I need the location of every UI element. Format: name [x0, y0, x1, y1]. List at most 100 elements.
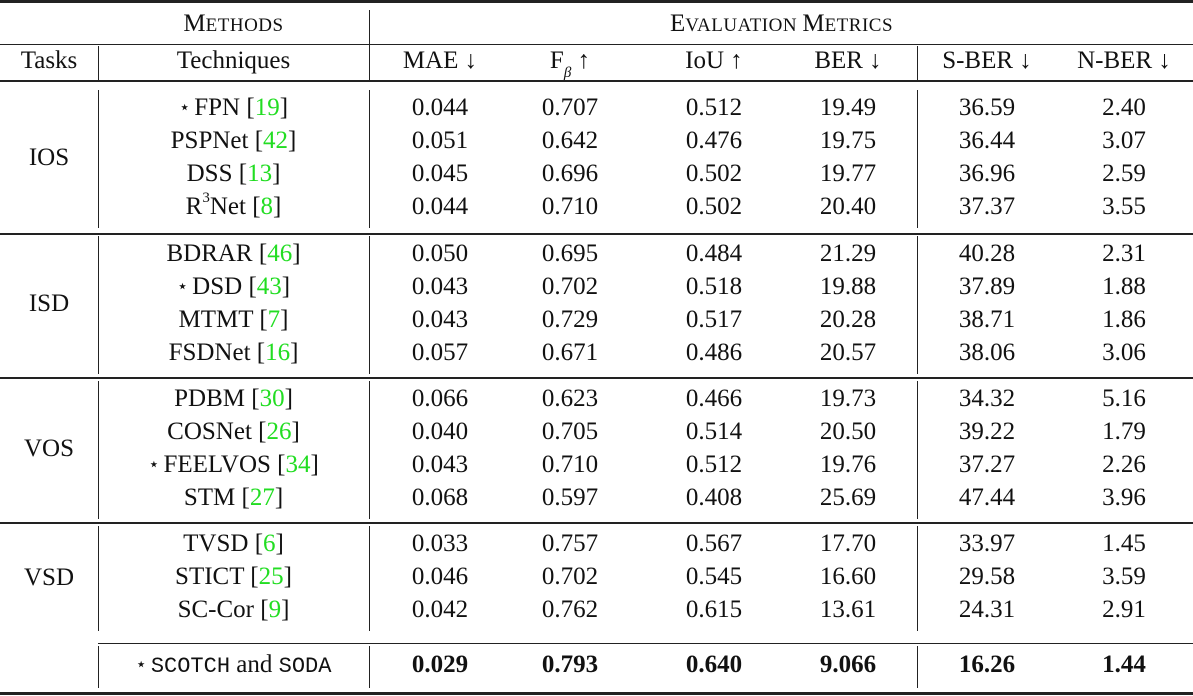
citation-link[interactable]: 7 [267, 306, 281, 333]
metric-ber: 13.61 [819, 596, 877, 623]
fbeta-arrow: ↑ [571, 47, 591, 74]
metric-mae: 0.051 [411, 127, 469, 154]
citation-link[interactable]: 26 [266, 418, 292, 445]
method-name: TVSD [183, 530, 249, 557]
citation-link[interactable]: 6 [263, 530, 276, 557]
metric-fbeta: 0.623 [541, 385, 599, 412]
metric-fbeta: 0.702 [541, 273, 599, 300]
open-bracket: [ [248, 530, 264, 557]
metric-ber: 19.73 [819, 385, 877, 412]
metric-mae: 0.050 [411, 240, 469, 267]
tasks-techniques-divider [98, 236, 100, 374]
tasks-techniques-divider-header [98, 46, 100, 80]
metrics-initial-e: E [669, 10, 686, 37]
citation-link[interactable]: 30 [259, 385, 285, 412]
metric-nber: 3.96 [1102, 484, 1146, 511]
tasks-techniques-divider [98, 526, 100, 631]
vsd-ours-separator [98, 643, 1193, 645]
col-header-iou: IoU ↑ [685, 47, 743, 74]
technique-name: R3Net [8] [98, 189, 369, 223]
metric-mae: 0.068 [411, 484, 469, 511]
citation-link[interactable]: 27 [249, 484, 275, 511]
close-bracket: ] [281, 273, 291, 300]
metric-nber: 1.45 [1102, 530, 1146, 557]
metric-sber: 38.71 [958, 306, 1016, 333]
ios-bottom-rule [0, 233, 1193, 235]
open-bracket: [ [242, 273, 257, 300]
methods-initial: M [183, 10, 206, 37]
metric-nber: 1.88 [1102, 273, 1146, 300]
citation-link[interactable]: 13 [247, 160, 273, 187]
technique-name: ⋆ FPN [19] [98, 92, 369, 125]
metric-ber: 19.88 [819, 273, 877, 300]
metric-mae: 0.033 [411, 530, 469, 557]
tasks-techniques-divider [98, 381, 100, 519]
superscript: 3 [202, 189, 210, 206]
metric-ber: 16.60 [819, 563, 877, 590]
header-mid-rule [0, 44, 1193, 46]
metric-nber: 3.59 [1102, 563, 1146, 590]
metric-sber: 24.31 [958, 596, 1016, 623]
open-bracket: [ [235, 484, 250, 511]
method-name: COSNet [167, 418, 252, 445]
metric-iou: 0.486 [685, 339, 743, 366]
citation-link[interactable]: 25 [258, 563, 284, 590]
method-name: MTMT [178, 306, 254, 333]
method-name: FEELVOS [163, 451, 271, 478]
close-bracket: ] [274, 484, 284, 511]
metric-sber: 36.44 [958, 127, 1016, 154]
metric-fbeta: 0.757 [541, 530, 599, 557]
metric-fbeta: 0.710 [541, 193, 599, 220]
metric-iou: 0.484 [685, 240, 743, 267]
open-bracket: [ [253, 306, 268, 333]
close-bracket: ] [280, 306, 289, 333]
technique-name: COSNet [26] [98, 416, 369, 448]
citation-link[interactable]: 46 [267, 240, 293, 267]
citation-link[interactable]: 34 [285, 451, 311, 478]
metric-sber: 37.37 [958, 193, 1016, 220]
metrics-rest-1: VALUATION [685, 15, 803, 36]
methods-group-header: METHODS [98, 8, 369, 42]
col-header-tasks: Tasks [20, 47, 78, 74]
citation-link[interactable]: 19 [254, 94, 280, 121]
metric-mae: 0.057 [411, 339, 469, 366]
metric-nber: 3.55 [1102, 193, 1146, 220]
metric-nber: 1.86 [1102, 306, 1146, 333]
open-bracket: [ [254, 596, 269, 623]
task-label-vos: VOS [23, 435, 74, 462]
metric-fbeta: 0.705 [541, 418, 599, 445]
metrics-rest-2: ETRICS [824, 15, 894, 36]
close-bracket: ] [279, 94, 289, 121]
close-bracket: ] [284, 385, 293, 412]
citation-link[interactable]: 16 [265, 339, 291, 366]
method-name: DSD [192, 273, 243, 300]
task-label-vsd: VSD [23, 563, 74, 591]
open-bracket: [ [252, 240, 268, 267]
metric-ours-nber: 1.44 [1102, 651, 1146, 678]
ber-sber-divider [917, 90, 919, 228]
metric-iou: 0.502 [685, 193, 743, 220]
citation-link[interactable]: 9 [268, 596, 282, 623]
metric-ber: 19.75 [819, 127, 877, 154]
ber-sber-divider [917, 236, 919, 374]
fbeta-base: F [549, 47, 564, 74]
col-header-ber: BER ↓ [814, 47, 882, 74]
methods-metrics-divider-header [369, 10, 371, 80]
close-bracket: ] [288, 127, 297, 154]
ber-sber-divider [917, 381, 919, 519]
metric-sber: 38.06 [958, 339, 1016, 366]
open-bracket: [ [240, 94, 255, 121]
top-rule [0, 0, 1193, 3]
citation-link[interactable]: 43 [256, 273, 282, 300]
citation-link[interactable]: 42 [263, 127, 289, 154]
metric-ber: 20.57 [819, 339, 877, 366]
citation-link[interactable]: 8 [260, 193, 274, 220]
open-bracket: [ [244, 563, 259, 590]
open-bracket: [ [244, 385, 260, 412]
method-name: DSS [186, 160, 233, 187]
metric-sber: 36.96 [958, 160, 1016, 187]
close-bracket: ] [292, 240, 301, 267]
methods-metrics-divider [369, 90, 371, 228]
metric-mae: 0.043 [411, 273, 469, 300]
open-bracket: [ [232, 160, 248, 187]
